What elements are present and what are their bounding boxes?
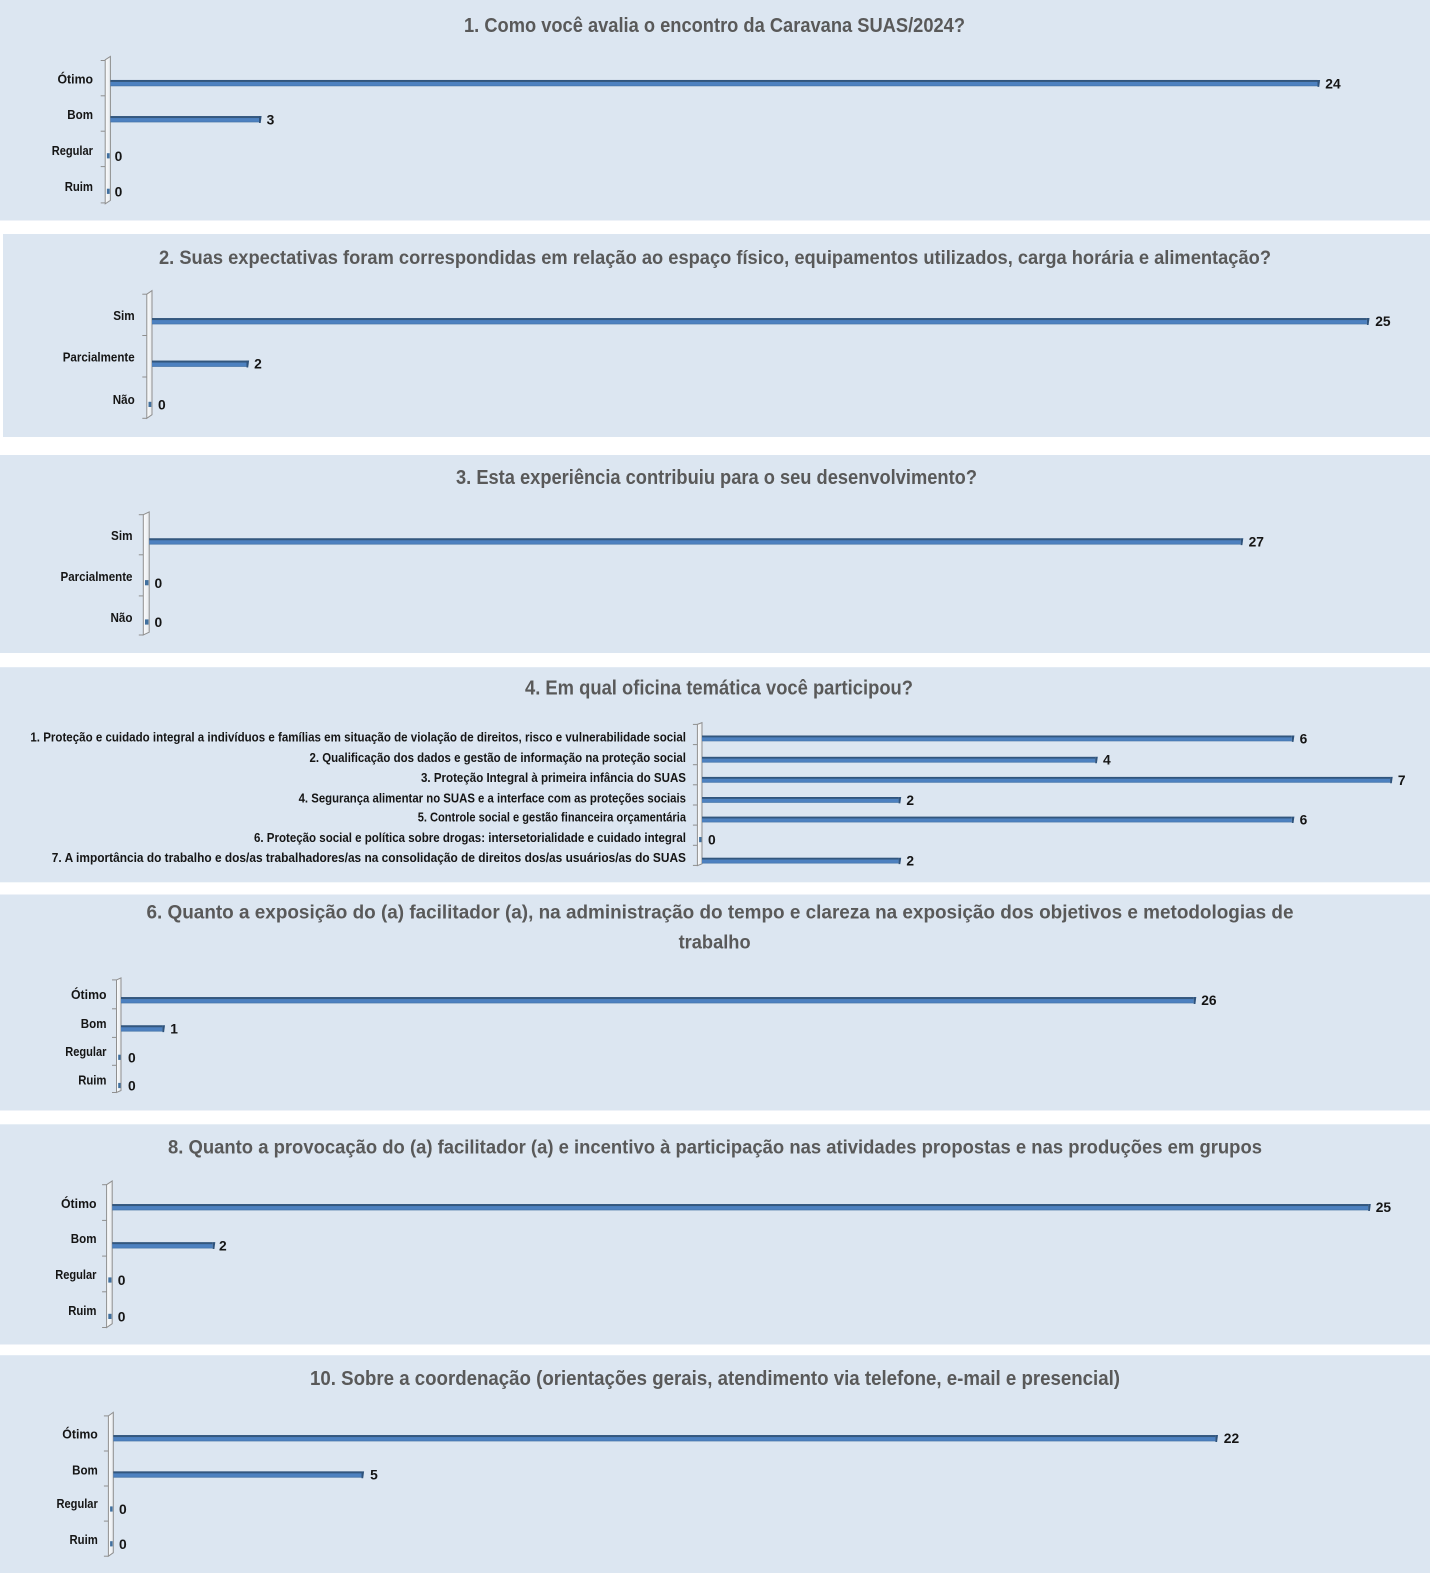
svg-text:0: 0 [155,615,163,630]
svg-text:Ruim: Ruim [65,180,93,194]
svg-text:0: 0 [115,184,123,199]
svg-text:6: 6 [1300,812,1308,827]
svg-text:0: 0 [118,1273,126,1288]
svg-text:2: 2 [906,854,914,869]
svg-text:2: 2 [254,357,262,372]
svg-text:5. Controle social e gestão fi: 5. Controle social e gestão financeira o… [418,810,687,825]
svg-text:Regular: Regular [57,1497,98,1511]
svg-text:22: 22 [1224,1431,1240,1446]
svg-text:0: 0 [128,1050,136,1065]
svg-text:Bom: Bom [81,1017,107,1031]
svg-text:3. Esta experiência contribuiu: 3. Esta experiência contribuiu para o se… [456,467,977,489]
svg-text:0: 0 [158,397,166,412]
svg-text:0: 0 [115,149,123,164]
svg-text:4. Segurança alimentar no SUAS: 4. Segurança alimentar no SUAS e a inter… [299,791,686,806]
svg-text:Bom: Bom [67,108,93,122]
svg-text:3. Proteção Integral à primeir: 3. Proteção Integral à primeira infância… [421,770,686,785]
svg-text:1. Proteção e cuidado integral: 1. Proteção e cuidado integral a indivíd… [30,730,686,745]
svg-text:4. Em qual oficina temática vo: 4. Em qual oficina temática você partici… [525,677,913,699]
svg-text:Parcialmente: Parcialmente [61,570,133,584]
svg-text:2. Qualificação dos dados e ge: 2. Qualificação dos dados e gestão de in… [310,750,687,765]
svg-text:26: 26 [1201,993,1217,1008]
svg-text:2: 2 [219,1238,227,1253]
svg-text:1. Como você avalia o encontro: 1. Como você avalia o encontro da Carava… [464,15,965,37]
svg-text:Bom: Bom [71,1232,97,1246]
svg-text:10. Sobre a coordenação (orien: 10. Sobre a coordenação (orientações ger… [310,1368,1120,1390]
svg-text:Não: Não [111,611,133,625]
svg-text:0: 0 [708,833,716,848]
svg-text:8. Quanto a provocação do (a): 8. Quanto a provocação do (a) facilitado… [168,1138,1262,1159]
svg-text:Regular: Regular [65,1045,106,1059]
svg-text:5: 5 [370,1467,378,1482]
svg-text:Ruim: Ruim [68,1304,96,1318]
svg-text:3: 3 [267,112,275,127]
svg-text:Ruim: Ruim [78,1073,106,1087]
svg-text:1: 1 [170,1021,178,1036]
svg-text:7. A importância do trabalho e: 7. A importância do trabalho e dos/as tr… [52,850,687,865]
svg-text:0: 0 [119,1537,127,1552]
svg-text:6. Quanto a exposição do (a) f: 6. Quanto a exposição do (a) facilitador… [147,903,1294,924]
svg-text:4: 4 [1103,753,1111,768]
svg-text:Ótimo: Ótimo [58,71,94,86]
svg-text:Ruim: Ruim [70,1533,98,1547]
svg-text:0: 0 [128,1078,136,1093]
svg-text:Não: Não [113,393,135,407]
svg-text:Regular: Regular [55,1268,96,1282]
svg-text:trabalho: trabalho [679,932,751,953]
svg-text:Ótimo: Ótimo [62,1427,98,1442]
svg-text:2. Suas expectativas foram cor: 2. Suas expectativas foram correspondida… [159,248,1271,269]
svg-text:Sim: Sim [113,309,135,323]
svg-text:25: 25 [1375,314,1391,329]
svg-text:0: 0 [118,1309,126,1324]
svg-text:6: 6 [1300,731,1308,746]
svg-text:7: 7 [1398,773,1406,788]
svg-text:25: 25 [1376,1200,1392,1215]
svg-text:Ótimo: Ótimo [61,1196,97,1211]
svg-text:27: 27 [1249,534,1265,549]
svg-text:Regular: Regular [52,144,93,158]
svg-text:Sim: Sim [111,529,133,543]
svg-text:0: 0 [119,1502,127,1517]
svg-text:Ótimo: Ótimo [71,987,107,1002]
svg-text:0: 0 [155,576,163,591]
svg-text:6. Proteção social e política: 6. Proteção social e política sobre drog… [254,830,686,845]
svg-text:Parcialmente: Parcialmente [63,351,135,365]
svg-text:Bom: Bom [72,1463,98,1477]
svg-text:24: 24 [1325,76,1341,91]
svg-text:2: 2 [906,793,914,808]
